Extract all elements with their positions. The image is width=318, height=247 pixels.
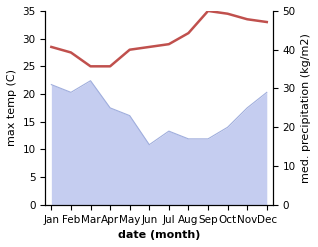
Y-axis label: max temp (C): max temp (C) bbox=[7, 69, 17, 146]
X-axis label: date (month): date (month) bbox=[118, 230, 200, 240]
Y-axis label: med. precipitation (kg/m2): med. precipitation (kg/m2) bbox=[301, 33, 311, 183]
